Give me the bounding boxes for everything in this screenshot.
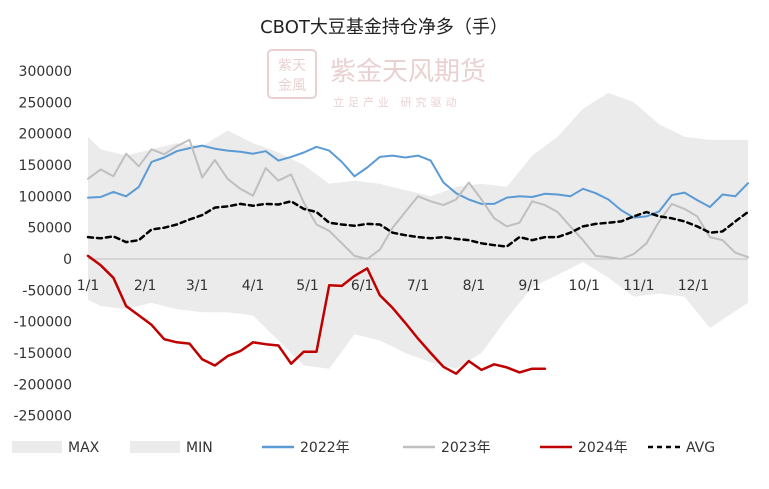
legend-label: 2022年 xyxy=(300,440,350,456)
y-tick-label: 0 xyxy=(63,252,72,268)
legend-label: MIN xyxy=(186,440,213,456)
x-tick-label: 7/1 xyxy=(407,278,430,294)
seal-text-top: 紫天 xyxy=(278,58,306,74)
axes: -250000 -200000 -150000 -100000 -50000 0 50000… xyxy=(14,64,748,425)
y-tick-label: -50000 xyxy=(22,283,72,299)
x-tick-label: 9/1 xyxy=(518,278,541,294)
x-tick-label: 6/1 xyxy=(351,278,374,294)
y-tick-label: 100000 xyxy=(19,189,72,205)
range-band xyxy=(88,92,748,369)
series-line-AVG xyxy=(86,200,750,248)
x-tick-label: 2/1 xyxy=(134,278,157,294)
watermark-logo: 紫天 金風 紫金天风期货 立足产业 研究驱动 xyxy=(267,49,486,109)
y-tick-label: 250000 xyxy=(19,95,72,111)
y-tick-label: -150000 xyxy=(14,346,73,362)
legend-label: 2024年 xyxy=(578,440,628,456)
y-tick-label: 200000 xyxy=(19,127,72,143)
legend-label: AVG xyxy=(686,440,715,456)
x-tick-label: 4/1 xyxy=(242,278,265,294)
x-tick-label: 8/1 xyxy=(463,278,486,294)
watermark-brand: 紫金天风期货 xyxy=(330,57,486,87)
seal-text-bottom: 金風 xyxy=(278,78,306,94)
series-line-2024年 xyxy=(86,254,547,375)
x-tick-label: 12/1 xyxy=(678,278,709,294)
max-min-band xyxy=(88,92,748,369)
legend-swatch xyxy=(12,441,62,453)
chart-title: CBOT大豆基金持仓净多（手） xyxy=(260,17,508,38)
y-tick-label: 150000 xyxy=(19,158,72,174)
watermark-slogan: 立足产业 研究驱动 xyxy=(333,95,461,109)
x-tick-label: 11/1 xyxy=(623,278,654,294)
legend-label: MAX xyxy=(68,440,100,456)
series-lines xyxy=(86,138,750,375)
x-tick-label: 10/1 xyxy=(569,278,600,294)
y-tick-label: -250000 xyxy=(14,409,73,425)
y-tick-label: 50000 xyxy=(27,221,72,237)
legend-label: 2023年 xyxy=(441,440,491,456)
x-tick-label: 3/1 xyxy=(186,278,209,294)
series-line-2022年 xyxy=(87,144,749,219)
x-tick-label: 5/1 xyxy=(296,278,319,294)
legend-swatch xyxy=(130,441,180,453)
y-tick-label: -200000 xyxy=(14,377,73,393)
legend: MAX MIN 2022年 2023年 2024年 AVG xyxy=(12,440,715,456)
series-line-2023年 xyxy=(87,138,749,260)
seal-frame xyxy=(267,49,317,99)
y-tick-label: 300000 xyxy=(19,64,72,80)
x-tick-label: 1/1 xyxy=(77,278,100,294)
y-tick-label: -100000 xyxy=(14,315,73,331)
